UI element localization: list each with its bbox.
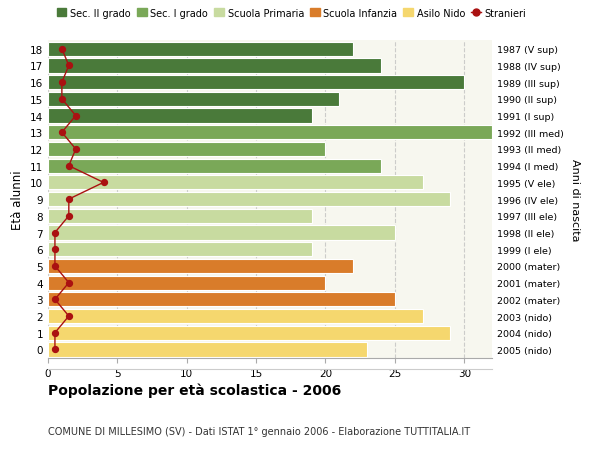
Bar <box>48 76 464 90</box>
Point <box>71 112 80 120</box>
Point <box>50 330 60 337</box>
Text: Popolazione per età scolastica - 2006: Popolazione per età scolastica - 2006 <box>48 382 341 397</box>
Legend: Sec. II grado, Sec. I grado, Scuola Primaria, Scuola Infanzia, Asilo Nido, Stran: Sec. II grado, Sec. I grado, Scuola Prim… <box>53 5 530 22</box>
Bar <box>48 193 451 207</box>
Point <box>64 162 74 170</box>
Bar <box>48 43 353 57</box>
Y-axis label: Anni di nascita: Anni di nascita <box>571 158 580 241</box>
Point <box>64 196 74 203</box>
Point <box>57 46 67 53</box>
Bar <box>48 93 340 107</box>
Point <box>64 280 74 287</box>
Point <box>64 213 74 220</box>
Y-axis label: Età alunni: Età alunni <box>11 170 25 230</box>
Bar <box>48 159 381 174</box>
Bar <box>48 309 422 324</box>
Point <box>64 62 74 70</box>
Point <box>57 79 67 87</box>
Bar <box>48 176 422 190</box>
Point <box>57 129 67 137</box>
Point <box>64 313 74 320</box>
Bar <box>48 243 311 257</box>
Bar <box>48 226 395 240</box>
Point <box>50 246 60 253</box>
Bar <box>48 209 311 224</box>
Bar <box>48 59 381 73</box>
Point <box>98 179 109 187</box>
Bar <box>48 292 395 307</box>
Bar <box>48 342 367 357</box>
Bar <box>48 259 353 274</box>
Bar <box>48 276 325 290</box>
Point <box>50 296 60 303</box>
Text: COMUNE DI MILLESIMO (SV) - Dati ISTAT 1° gennaio 2006 - Elaborazione TUTTITALIA.: COMUNE DI MILLESIMO (SV) - Dati ISTAT 1°… <box>48 426 470 436</box>
Point <box>57 96 67 103</box>
Point <box>50 263 60 270</box>
Bar <box>48 109 311 123</box>
Point <box>50 346 60 353</box>
Point <box>50 230 60 237</box>
Bar <box>48 126 492 140</box>
Point <box>71 146 80 153</box>
Bar <box>48 326 451 340</box>
Bar <box>48 143 325 157</box>
